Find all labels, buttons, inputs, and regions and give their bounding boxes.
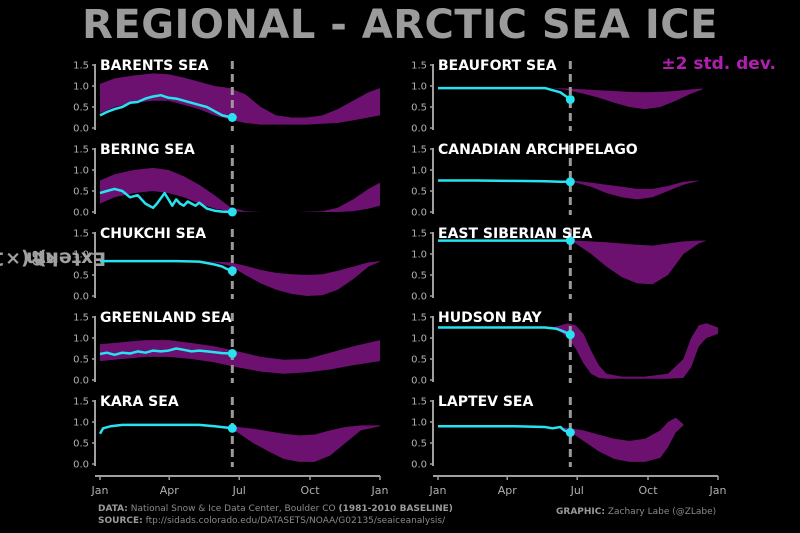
kara-sea-ytick-label: 1.5 xyxy=(73,397,89,408)
kara-sea-std-band xyxy=(100,425,380,462)
canadian-archipelago-ytick-label: 1.0 xyxy=(411,166,427,177)
east-siberian-sea-label: EAST SIBERIAN SEA xyxy=(438,226,592,242)
hudson-bay-std-band xyxy=(552,323,718,379)
hudson-bay-ytick-label: 0.0 xyxy=(411,376,427,387)
barents-sea-current-line xyxy=(99,93,233,119)
laptev-sea-current-line xyxy=(438,424,571,434)
bering-sea-ytick-label: 0.5 xyxy=(73,187,89,198)
greenland-sea-ytick-label: 0.0 xyxy=(73,376,89,387)
greenland-sea-std-band xyxy=(100,340,380,374)
greenland-sea-ytick-label: 1.5 xyxy=(73,313,89,324)
greenland-sea-ytick-label: 0.5 xyxy=(73,355,89,366)
barents-sea-ytick-label: 1.0 xyxy=(73,82,89,93)
canadian-archipelago-label: CANADIAN ARCHIPELAGO xyxy=(438,142,638,158)
beaufort-sea-ytick-label: 0.5 xyxy=(411,103,427,114)
left-xtick-label: Apr xyxy=(160,484,180,497)
greenland-sea-current-line xyxy=(99,347,233,357)
bering-sea-std-band xyxy=(100,167,380,212)
chukchi-sea-current-line xyxy=(100,259,233,272)
chukchi-sea-ytick-label: 0.5 xyxy=(73,271,89,282)
kara-sea-current-dot xyxy=(227,423,237,433)
laptev-sea-std-band xyxy=(552,417,684,462)
chukchi-sea-label: CHUKCHI SEA xyxy=(100,226,206,242)
chukchi-sea-ytick-label: 1.0 xyxy=(73,250,89,261)
hudson-bay-current-line xyxy=(438,326,571,336)
right-xtick-label: Oct xyxy=(638,484,658,497)
canadian-archipelago-current-dot xyxy=(565,177,575,187)
east-siberian-sea-current-dot xyxy=(565,236,575,246)
hudson-bay-ytick-label: 1.0 xyxy=(411,334,427,345)
legend-std-dev: ±2 std. dev. xyxy=(661,54,776,74)
bering-sea-current-dot xyxy=(227,207,237,217)
chart-title: REGIONAL - ARCTIC SEA ICE xyxy=(82,2,718,48)
chukchi-sea-ytick-label: 1.5 xyxy=(73,229,89,240)
barents-sea-label: BARENTS SEA xyxy=(100,58,209,74)
kara-sea-ytick-label: 0.0 xyxy=(73,460,89,471)
beaufort-sea-ytick-label: 1.0 xyxy=(411,82,427,93)
kara-sea-current-line xyxy=(98,423,233,435)
laptev-sea-current-dot xyxy=(565,428,575,437)
east-siberian-sea-ytick-label: 0.5 xyxy=(411,271,427,282)
east-siberian-sea-ytick-label: 0.0 xyxy=(411,292,427,303)
hudson-bay-label: HUDSON BAY xyxy=(438,310,542,326)
chukchi-sea-std-band xyxy=(100,261,380,296)
laptev-sea-label: LAPTEV SEA xyxy=(438,394,533,410)
laptev-sea-ytick-label: 0.5 xyxy=(411,439,427,450)
hudson-bay-ytick-label: 0.5 xyxy=(411,355,427,366)
canadian-archipelago-std-band xyxy=(560,180,699,200)
laptev-sea-ytick-label: 1.5 xyxy=(411,397,427,408)
barents-sea-ytick-label: 0.0 xyxy=(73,124,89,135)
bering-sea-ytick-label: 1.0 xyxy=(73,166,89,177)
beaufort-sea-current-dot xyxy=(565,94,575,104)
east-siberian-sea-ytick-label: 1.0 xyxy=(411,250,427,261)
footer-graphic: GRAPHIC: Zachary Labe (@ZLabe) xyxy=(556,507,717,517)
barents-sea-ytick-label: 1.5 xyxy=(73,61,89,72)
bering-sea-current-line xyxy=(99,187,233,214)
laptev-sea-ytick-label: 0.0 xyxy=(411,460,427,471)
east-siberian-sea-ytick-label: 1.5 xyxy=(411,229,427,240)
canadian-archipelago-current-line xyxy=(438,179,571,184)
chukchi-sea-current-dot xyxy=(227,266,237,276)
beaufort-sea-label: BEAUFORT SEA xyxy=(438,58,557,74)
kara-sea-label: KARA SEA xyxy=(100,394,179,410)
left-xtick-label: Jan xyxy=(371,484,389,497)
barents-sea-ytick-label: 0.5 xyxy=(73,103,89,114)
canadian-archipelago-ytick-label: 1.5 xyxy=(411,145,427,156)
barents-sea-current-dot xyxy=(227,113,237,122)
canadian-archipelago-ytick-label: 0.0 xyxy=(411,208,427,219)
left-xtick-label: Oct xyxy=(300,484,320,497)
laptev-sea-ytick-label: 1.0 xyxy=(411,418,427,429)
left-xtick-label: Jul xyxy=(232,484,246,497)
right-xtick-label: Jul xyxy=(570,484,584,497)
left-xtick-label: Jan xyxy=(91,484,109,497)
beaufort-sea-ytick-label: 1.5 xyxy=(411,61,427,72)
hudson-bay-ytick-label: 1.5 xyxy=(411,313,427,324)
beaufort-sea-std-band xyxy=(552,88,703,110)
beaufort-sea-ytick-label: 0.0 xyxy=(411,124,427,135)
right-xtick-label: Jan xyxy=(429,484,447,497)
chukchi-sea-ytick-label: 0.0 xyxy=(73,292,89,303)
footer-source: SOURCE: ftp://sidads.colorado.edu/DATASE… xyxy=(98,516,446,526)
east-siberian-sea-std-band xyxy=(560,240,707,285)
bering-sea-label: BERING SEA xyxy=(100,142,195,158)
right-xtick-label: Jan xyxy=(709,484,727,497)
beaufort-sea-current-line xyxy=(438,86,572,101)
footer-data: DATA: National Snow & Ice Data Center, B… xyxy=(98,504,453,514)
kara-sea-ytick-label: 1.0 xyxy=(73,418,89,429)
bering-sea-ytick-label: 0.0 xyxy=(73,208,89,219)
hudson-bay-current-dot xyxy=(565,330,575,340)
bering-sea-ytick-label: 1.5 xyxy=(73,145,89,156)
greenland-sea-current-dot xyxy=(227,349,237,359)
kara-sea-ytick-label: 0.5 xyxy=(73,439,89,450)
right-xtick-label: Apr xyxy=(498,484,518,497)
barents-sea-std-band xyxy=(100,73,380,125)
canadian-archipelago-ytick-label: 0.5 xyxy=(411,187,427,198)
greenland-sea-ytick-label: 1.0 xyxy=(73,334,89,345)
greenland-sea-label: GREENLAND SEA xyxy=(100,310,232,326)
